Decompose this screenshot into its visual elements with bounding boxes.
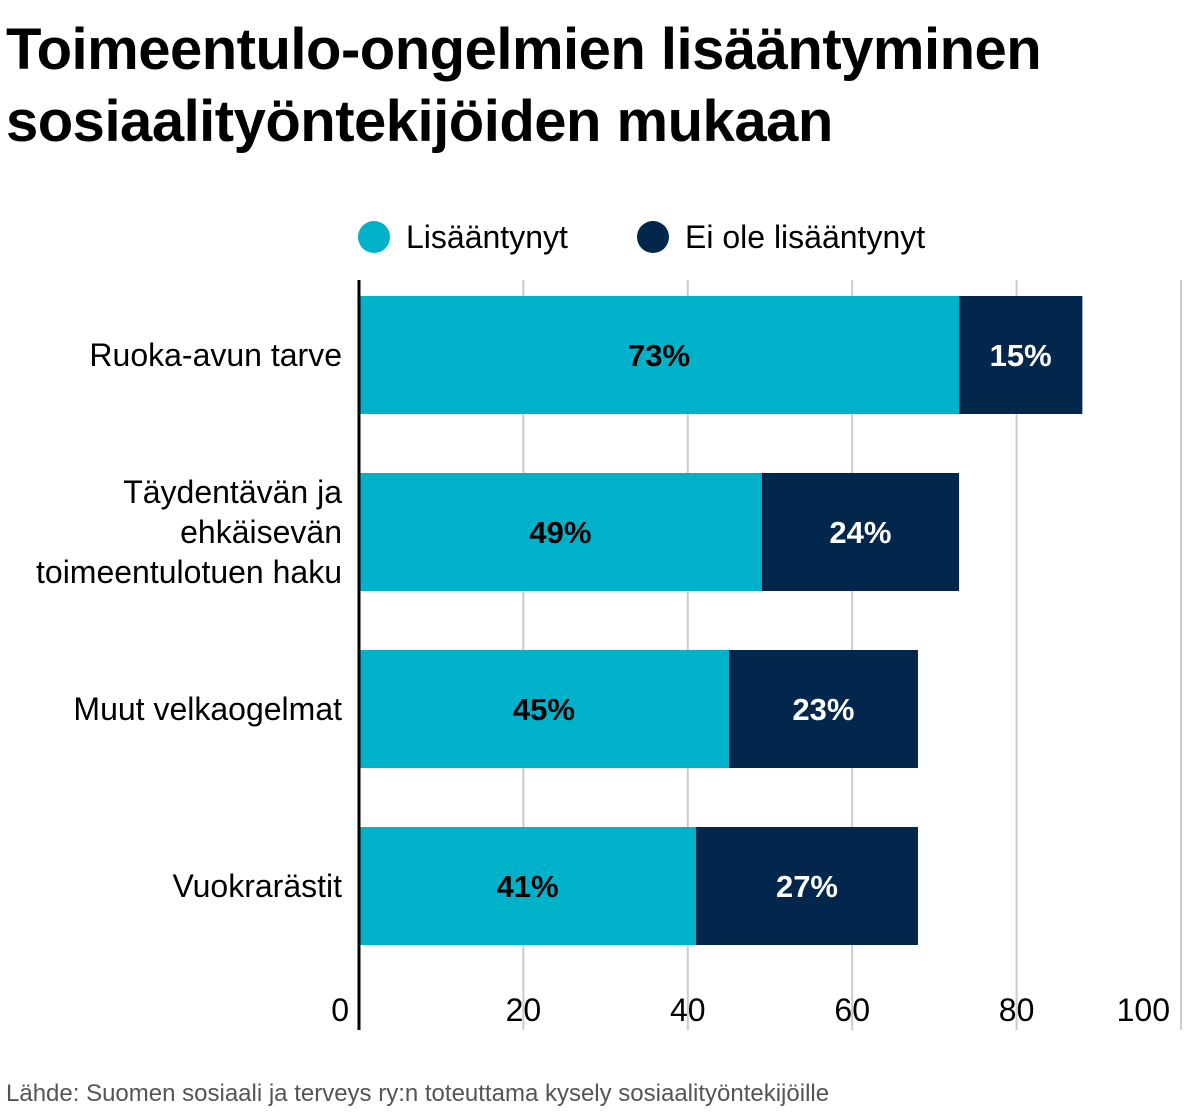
category-label-3-line-0: Vuokrarästit <box>172 868 342 904</box>
category-label-2: Muut velkaogelmat <box>73 691 342 727</box>
legend-item-ei-lisaantynyt: Ei ole lisääntynyt <box>637 212 925 262</box>
x-tick-label-20: 20 <box>506 992 542 1028</box>
x-tick-label-0: 0 <box>331 992 349 1028</box>
category-label-0-line-0: Ruoka-avun tarve <box>89 337 342 373</box>
stacked-bar-chart: 73% 15% Ruoka-avun tarve 49% 24% Täydentävän … <box>36 280 1182 1030</box>
x-tick-label-40: 40 <box>670 992 706 1028</box>
legend-label-ei-lisaantynyt: Ei ole lisääntynyt <box>685 218 926 255</box>
x-tick-label-80: 80 <box>999 992 1035 1028</box>
bar-lisaantynyt-2 <box>359 650 729 768</box>
bar-lisaantynyt-1 <box>359 473 762 591</box>
source-note: Lähde: Suomen sosiaali ja terveys ry:n t… <box>6 1080 830 1107</box>
legend-item-lisaantynyt: Lisääntynyt <box>358 212 568 262</box>
chart-title: Toimeentulo-ongelmien lisääntyminen sosi… <box>6 14 1196 158</box>
data-label-ei-lisaantynyt-2: 23% <box>792 692 854 727</box>
category-label-1-line-1: ehkäisevän <box>180 514 342 550</box>
category-label-1-line-2: toimeentulotuen haku <box>36 554 342 590</box>
legend: Lisääntynyt Ei ole lisääntynyt <box>0 212 1199 262</box>
data-label-ei-lisaantynyt-3: 27% <box>776 869 838 904</box>
bar-lisaantynyt-0 <box>359 296 960 414</box>
data-label-lisaantynyt-3: 41% <box>496 869 558 904</box>
x-tick-label-60: 60 <box>834 992 870 1028</box>
category-label-0: Ruoka-avun tarve <box>89 337 342 373</box>
chart-title-line-2: sosiaalityöntekijöiden mukaan <box>6 89 833 154</box>
bar-ei-lisaantynyt-2 <box>728 650 918 768</box>
category-label-1-line-0: Täydentävän ja <box>123 474 342 510</box>
category-label-3: Vuokrarästit <box>172 868 342 904</box>
chart-title-line-1: Toimeentulo-ongelmien lisääntyminen <box>6 17 1042 82</box>
bar-lisaantynyt-3 <box>359 827 697 945</box>
data-label-ei-lisaantynyt-1: 24% <box>829 515 891 550</box>
category-label-1: Täydentävän ja ehkäisevän toimeentulotuen … <box>36 474 342 590</box>
category-label-2-line-0: Muut velkaogelmat <box>73 691 342 727</box>
bar-ei-lisaantynyt-0 <box>959 296 1083 414</box>
data-label-lisaantynyt-0: 73% <box>628 338 690 373</box>
data-label-ei-lisaantynyt-0: 15% <box>990 338 1052 373</box>
data-label-lisaantynyt-1: 49% <box>529 515 591 550</box>
data-label-lisaantynyt-2: 45% <box>513 692 575 727</box>
x-tick-label-100: 100 <box>1117 992 1170 1028</box>
legend-swatch-lisaantynyt <box>358 221 390 253</box>
bar-ei-lisaantynyt-1 <box>761 473 960 591</box>
bar-ei-lisaantynyt-3 <box>696 827 918 945</box>
legend-label-lisaantynyt: Lisääntynyt <box>406 218 568 255</box>
legend-swatch-ei-lisaantynyt <box>637 221 669 253</box>
